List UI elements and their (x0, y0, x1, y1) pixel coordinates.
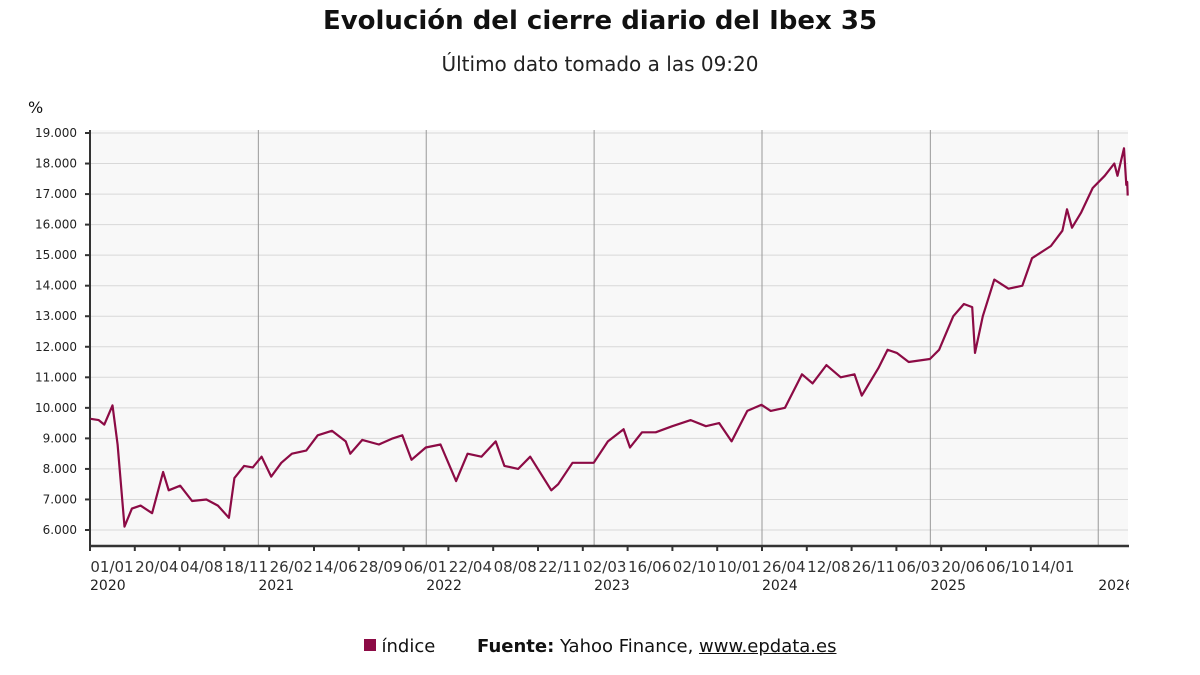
y-tick-label: 15.000 (35, 248, 77, 262)
x-tick-label: 26/11 (852, 558, 895, 576)
x-tick-label: 12/08 (807, 558, 850, 576)
y-tick-label: 12.000 (35, 340, 77, 354)
source-link[interactable]: www.epdata.es (699, 636, 837, 657)
y-tick-label: 13.000 (35, 309, 77, 323)
x-tick-label: 22/04 (449, 558, 492, 576)
x-year-label: 2023 (594, 578, 630, 594)
y-tick-label: 14.000 (35, 279, 77, 293)
x-tick-label: 14/06 (314, 558, 357, 576)
y-tick-label: 18.000 (35, 157, 77, 171)
plot-area (90, 130, 1128, 546)
x-year-label: 2020 (90, 578, 126, 594)
x-tick-label: 22/11 (538, 558, 581, 576)
x-tick-label: 04/08 (180, 558, 223, 576)
legend-label: índice (381, 636, 436, 657)
x-tick-label: 20/06 (942, 558, 985, 576)
x-axis-ticks: 2020 2021 2022 2023 2024 2025 2026 01/01 20/04 04… (89, 546, 1134, 594)
x-tick-label: 02/03 (583, 558, 626, 576)
series-line-indice (90, 147, 1129, 528)
x-tick-label: 26/02 (270, 558, 313, 576)
y-tick-label: 17.000 (35, 187, 77, 201)
x-tick-label: 08/08 (494, 558, 537, 576)
y-tick-label: 7.000 (43, 492, 77, 506)
y-axis-unit: % (28, 98, 44, 117)
x-year-label: 2024 (762, 578, 798, 594)
source-label: Fuente: (477, 636, 555, 657)
x-tick-label: 06/01 (404, 558, 447, 576)
x-year-label: 2021 (258, 578, 294, 594)
x-tick-label: 16/06 (628, 558, 671, 576)
y-tick-label: 11.000 (35, 370, 77, 384)
y-axis-ticks: 6.000 7.000 8.000 9.000 10.000 11.000 12.000 13… (35, 126, 90, 537)
source: Fuente: Yahoo Finance, www.epdata.es (477, 636, 836, 657)
x-tick-label: 02/10 (673, 558, 716, 576)
y-tick-label: 19.000 (35, 126, 77, 140)
x-year-label: 2026 (1098, 578, 1134, 594)
y-tick-label: 8.000 (43, 462, 77, 476)
x-tick-label: 28/09 (359, 558, 402, 576)
y-tick-label: 9.000 (43, 431, 77, 445)
x-year-label: 2025 (930, 578, 966, 594)
x-tick-label: 01/01 (90, 558, 133, 576)
y-gridlines (90, 132, 1128, 531)
x-tick-label: 20/04 (135, 558, 178, 576)
source-text: Yahoo Finance, (554, 636, 700, 657)
chart-title: Evolución del cierre diario del Ibex 35 (322, 6, 878, 36)
x-year-label: 2022 (426, 578, 462, 594)
x-tick-label: 26/04 (762, 558, 805, 576)
x-tick-label: 14/01 (1031, 558, 1074, 576)
y-tick-label: 6.000 (43, 523, 77, 537)
x-tick-label: 10/01 (718, 558, 761, 576)
x-tick-label: 06/03 (897, 558, 940, 576)
legend: índice Fuente: Yahoo Finance, www.epdata… (0, 636, 1200, 657)
y-tick-label: 16.000 (35, 218, 77, 232)
x-tick-label: 18/11 (225, 558, 268, 576)
x-gridlines (257, 130, 1099, 546)
legend-swatch (363, 639, 376, 651)
x-tick-label: 06/10 (986, 558, 1029, 576)
y-tick-label: 10.000 (35, 401, 77, 415)
chart-subtitle: Último dato tomado a las 09:20 (441, 52, 759, 76)
